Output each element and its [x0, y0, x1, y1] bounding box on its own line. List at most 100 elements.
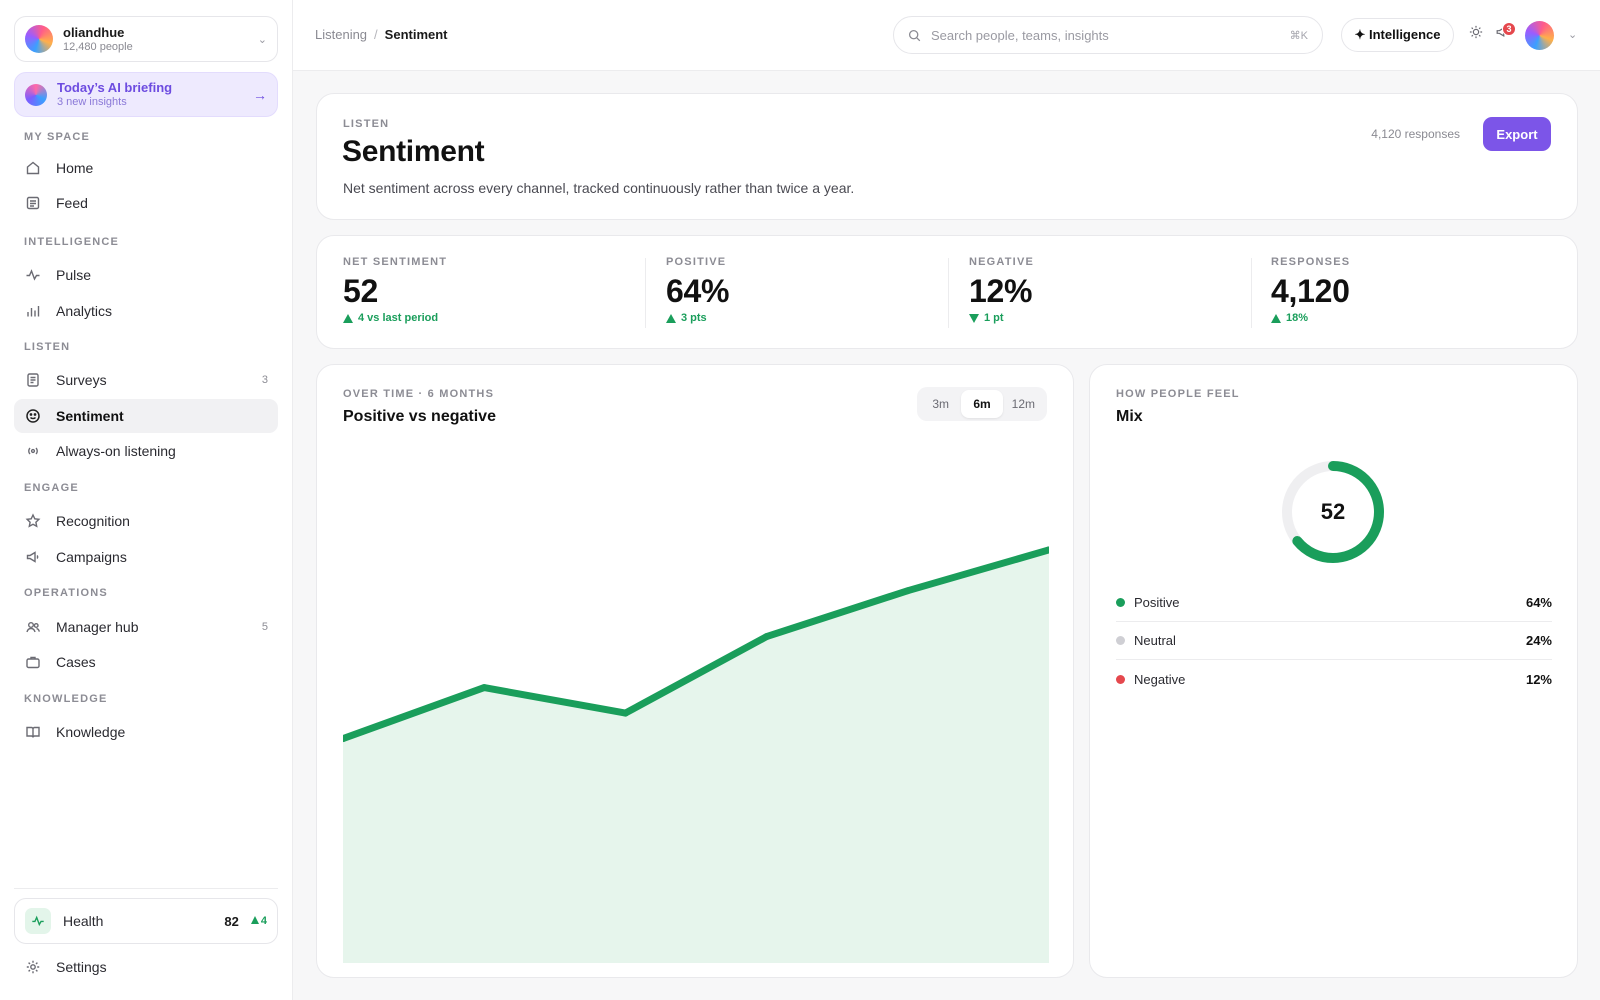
legend-label: Positive — [1134, 595, 1180, 610]
kpi-label: RESPONSES — [1271, 256, 1351, 268]
pulse-icon — [25, 908, 51, 934]
chart-title: Positive vs negative — [343, 408, 496, 425]
sidebar-item-campaigns[interactable]: Campaigns — [14, 540, 278, 574]
ai-briefing-card[interactable]: Today’s AI briefing 3 new insights → — [14, 72, 278, 117]
donut-slice-positive — [1282, 461, 1384, 563]
kpi-delta: 4 vs last period — [343, 312, 447, 324]
sidebar-item-surveys[interactable]: Surveys 3 — [14, 363, 278, 397]
kpi-divider — [645, 258, 646, 328]
intelligence-button[interactable]: ✦ Intelligence — [1341, 18, 1454, 52]
briefcase-icon — [24, 653, 42, 671]
legend-dot — [1116, 674, 1125, 684]
search-input[interactable] — [931, 27, 1290, 43]
data-point — [1045, 546, 1049, 554]
health-score: 82 — [224, 913, 239, 929]
search-shortcut: ⌘K — [1289, 29, 1308, 42]
breadcrumb-parent[interactable]: Listening — [315, 27, 368, 42]
user-avatar[interactable] — [1525, 21, 1554, 50]
sidebar-item-label: Campaigns — [56, 549, 127, 565]
health-widget[interactable]: Health 82 4 — [14, 898, 278, 944]
org-members: 12,480 people — [63, 40, 133, 53]
sidebar-item-label: Surveys — [56, 372, 107, 388]
mix-eyebrow: HOW PEOPLE FEEL — [1116, 388, 1240, 400]
kpi-positive: POSITIVE 64% 3 pts — [666, 256, 729, 328]
sun-icon[interactable] — [1469, 25, 1483, 39]
kpi-responses: RESPONSES 4,120 18% — [1271, 256, 1350, 328]
notification-badge: 3 — [1502, 22, 1516, 36]
section-operations: OPERATIONS — [24, 587, 108, 599]
health-label: Health — [63, 913, 104, 929]
sidebar-item-sentiment[interactable]: Sentiment — [14, 399, 278, 433]
legend-value: 24% — [1525, 633, 1552, 648]
topbar: Listening/Sentiment ⌘K ✦ Intelligence 3 … — [293, 0, 1600, 71]
trend-down-icon — [969, 313, 979, 323]
trend-chart-card: OVER TIME · 6 MONTHS Positive vs negativ… — [316, 364, 1074, 978]
legend-dot — [1116, 598, 1125, 607]
org-avatar — [25, 25, 53, 53]
org-switcher[interactable]: oliandhue 12,480 people ⌄ — [14, 16, 278, 62]
search-box[interactable]: ⌘K — [893, 16, 1323, 54]
sidebar-item-label: Settings — [56, 959, 107, 975]
book-icon — [24, 723, 42, 741]
sidebar-item-always-on-listening[interactable]: Always-on listening — [14, 434, 278, 468]
sidebar-item-feed[interactable]: Feed — [14, 186, 278, 220]
legend-value: 64% — [1525, 595, 1552, 610]
users-icon — [24, 618, 42, 636]
sidebar-item-cases[interactable]: Cases — [14, 645, 278, 679]
org-name: oliandhue — [63, 24, 125, 40]
search-icon — [908, 29, 921, 42]
sidebar-item-label: Manager hub — [56, 619, 139, 635]
section-intelligence: INTELLIGENCE — [24, 236, 120, 248]
export-button[interactable]: Export — [1483, 117, 1551, 151]
kpi-label: NET SENTIMENT — [343, 256, 448, 268]
star-icon — [24, 512, 42, 530]
kpi-delta: 18% — [1271, 312, 1350, 324]
donut-center-value: 52 — [1320, 499, 1346, 524]
range-selector: 3m 6m 12m — [917, 387, 1047, 421]
sidebar-item-settings[interactable]: Settings — [14, 950, 278, 984]
clipboard-icon — [24, 371, 42, 389]
kpi-delta: 3 pts — [666, 312, 729, 324]
sidebar-item-count: 3 — [261, 374, 268, 386]
data-point — [763, 633, 771, 641]
kpi-label: NEGATIVE — [969, 256, 1035, 268]
kpi-divider — [1251, 258, 1252, 328]
megaphone-icon — [24, 548, 42, 566]
briefing-title: Today’s AI briefing — [57, 80, 173, 95]
sidebar-item-recognition[interactable]: Recognition — [14, 504, 278, 538]
section-engage: ENGAGE — [24, 482, 79, 494]
trend-up-icon — [666, 313, 676, 323]
sidebar-divider — [14, 888, 278, 889]
sidebar-item-pulse[interactable]: Pulse — [14, 258, 278, 292]
area-fill — [343, 549, 1049, 963]
sidebar-item-manager-hub[interactable]: Manager hub 5 — [14, 610, 278, 644]
range-3m-button[interactable]: 3m — [920, 390, 961, 418]
trend-chart — [343, 546, 1049, 963]
trend-up-icon — [250, 916, 259, 924]
legend-row-negative: Negative 12% — [1116, 660, 1552, 698]
sidebar-item-label: Pulse — [56, 267, 92, 283]
mix-donut — [1282, 461, 1384, 563]
health-delta: 4 — [250, 915, 267, 927]
sidebar-item-home[interactable]: Home — [14, 151, 278, 185]
legend-label: Negative — [1134, 671, 1186, 687]
smile-icon — [24, 407, 42, 425]
sidebar-item-label: Knowledge — [56, 724, 126, 740]
sidebar-item-label: Feed — [56, 195, 88, 211]
breadcrumb-current: Sentiment — [384, 27, 448, 42]
kpi-value: 64% — [666, 273, 730, 309]
pulse-icon — [24, 266, 42, 284]
sidebar: oliandhue 12,480 people ⌄ Today’s AI bri… — [0, 0, 293, 1000]
range-6m-button[interactable]: 6m — [961, 390, 1003, 418]
page-eyebrow: LISTEN — [343, 118, 390, 130]
kpi-negative: NEGATIVE 12% 1 pt — [969, 256, 1034, 328]
kpi-value: 52 — [343, 273, 378, 309]
chevron-down-icon[interactable]: ⌄ — [1568, 29, 1578, 41]
sidebar-item-knowledge[interactable]: Knowledge — [14, 715, 278, 749]
legend-value: 12% — [1525, 671, 1552, 687]
responses-note: 4,120 responses — [1371, 127, 1460, 141]
chart-eyebrow: OVER TIME · 6 MONTHS — [343, 388, 495, 400]
range-12m-button[interactable]: 12m — [1003, 390, 1044, 418]
breadcrumb: Listening / Sentiment — [315, 27, 448, 42]
sidebar-item-analytics[interactable]: Analytics — [14, 294, 278, 328]
